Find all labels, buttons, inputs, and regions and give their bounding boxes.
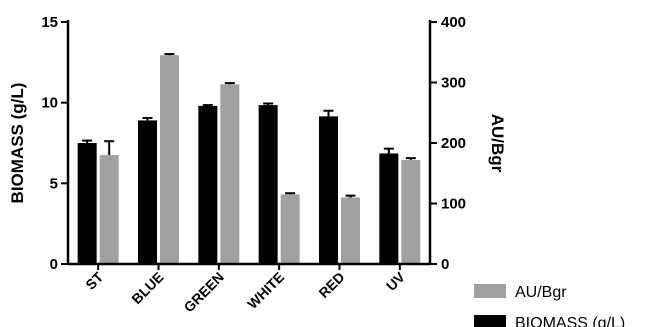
bar-au-bgr-blue: [160, 55, 179, 265]
bar-biomass-g-l-green: [198, 105, 218, 264]
x-tick-label-red: RED: [315, 269, 347, 301]
error-bar-biomass-g-l-white: [263, 102, 274, 106]
bar-biomass-g-l-red: [319, 116, 338, 264]
x-tick-label-blue: BLUE: [128, 269, 166, 307]
bar-au-bgr-uv: [401, 159, 421, 264]
legend: AU/Bgr BIOMASS (g/L): [474, 284, 625, 327]
error-bar-biomass-g-l-blue: [142, 116, 153, 121]
y-left-tick-label: 0: [50, 256, 58, 273]
error-bar-au-bgr-green: [224, 82, 235, 85]
error-bar-biomass-g-l-green: [202, 104, 213, 107]
y-axis-right-title: AU/Bgr: [488, 114, 507, 173]
bar-biomass-g-l-blue: [138, 120, 157, 264]
y-left-tick-label: 10: [41, 95, 58, 112]
bar-au-bgr-white: [280, 194, 300, 264]
x-tick-label-st: ST: [82, 268, 106, 292]
x-tick-label-uv: UV: [383, 268, 409, 294]
error-bar-au-bgr-red: [345, 194, 356, 198]
y-left-tick-label: 5: [50, 175, 58, 192]
legend-label-biomass-g-l: BIOMASS (g/L): [515, 315, 625, 327]
y-left-tick-label: 15: [41, 14, 58, 31]
legend-swatch-biomass-g-l: [474, 315, 506, 327]
legend-label-au-bgr: AU/Bgr: [515, 284, 567, 301]
legend-swatch-au-bgr: [474, 284, 506, 298]
y-right-tick-label: 300: [441, 75, 466, 92]
x-tick-label-green: GREEN: [180, 269, 227, 316]
y-right-tick-label: 400: [441, 14, 466, 31]
error-bar-au-bgr-uv: [405, 157, 416, 160]
y-right-tick-label: 0: [441, 256, 449, 273]
bars-layer: [77, 53, 421, 265]
axes-layer: [61, 20, 437, 270]
error-bar-au-bgr-white: [285, 192, 296, 195]
bar-au-bgr-red: [341, 197, 360, 264]
y-axis-left-title: BIOMASS (g/L): [8, 83, 27, 204]
bar-biomass-g-l-st: [77, 143, 97, 264]
error-bar-biomass-g-l-uv: [383, 147, 394, 154]
bar-au-bgr-green: [220, 84, 240, 264]
error-bar-biomass-g-l-st: [82, 139, 93, 143]
y-right-tick-label: 200: [441, 135, 466, 152]
error-bar-au-bgr-st: [104, 140, 115, 156]
bar-biomass-g-l-uv: [379, 153, 399, 264]
y-right-tick-label: 100: [441, 196, 466, 213]
x-tick-label-white: WHITE: [244, 269, 287, 312]
bar-biomass-g-l-white: [258, 105, 278, 264]
error-bar-biomass-g-l-red: [323, 109, 334, 117]
bar-au-bgr-st: [99, 155, 119, 264]
error-bar-au-bgr-blue: [164, 53, 175, 56]
